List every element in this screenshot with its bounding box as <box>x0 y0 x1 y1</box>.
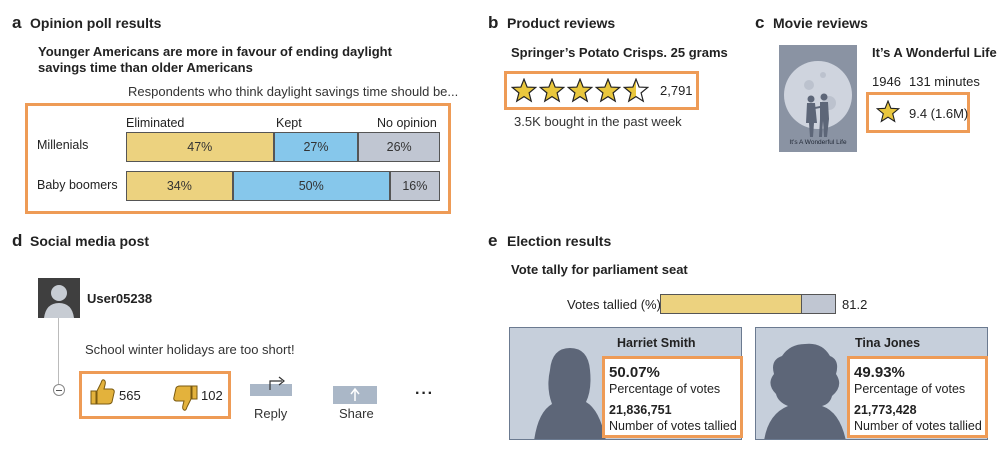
thread-line <box>58 318 59 384</box>
thumbs-up-icon[interactable] <box>88 377 116 412</box>
candidate-name: Tina Jones <box>845 328 987 358</box>
col-header-no-opinion: No opinion <box>377 116 437 130</box>
panel-b-letter: b <box>488 13 499 32</box>
poll-bar-millenials: 47% 27% 26% <box>126 132 440 162</box>
candidate-highlight-box <box>847 356 988 438</box>
candidate-votes: 21,836,751 <box>609 403 672 417</box>
col-header-kept: Kept <box>276 116 302 130</box>
avatar-icon[interactable] <box>38 278 80 318</box>
rating-highlight-box <box>504 71 699 110</box>
panel-a-title: Opinion poll results <box>30 15 162 31</box>
panel-b-title: Product reviews <box>507 15 616 31</box>
candidate-votes: 21,773,428 <box>854 403 917 417</box>
candidate-name: Harriet Smith <box>607 328 741 358</box>
tallied-value: 81.2 <box>842 297 868 312</box>
star-icon <box>876 100 900 123</box>
star-full-icon <box>566 77 594 108</box>
collapse-icon[interactable] <box>53 384 65 396</box>
post-text: School winter holidays are too short! <box>85 342 295 357</box>
votes-label: Number of votes tallied <box>609 419 737 433</box>
panel-a-letter: a <box>12 13 22 32</box>
panel-e-letter: e <box>488 231 498 250</box>
seg-no-opinion: 16% <box>389 171 440 201</box>
reactions-highlight-box <box>79 371 231 419</box>
poll-highlight-box <box>25 103 451 214</box>
seg-eliminated: 47% <box>126 132 274 162</box>
election-headline: Vote tally for parliament seat <box>511 262 688 277</box>
dislike-count: 102 <box>201 388 223 403</box>
bought-text: 3.5K bought in the past week <box>514 114 682 129</box>
seg-kept: 50% <box>232 171 390 201</box>
share-icon <box>333 384 377 404</box>
row-label-baby-boomers: Baby boomers <box>37 178 118 192</box>
like-count: 565 <box>119 388 141 403</box>
candidate-percent: 50.07% <box>609 364 660 381</box>
star-rating <box>510 77 651 104</box>
row-label-millenials: Millenials <box>37 138 89 152</box>
product-name: Springer’s Potato Crisps. 25 grams <box>511 45 728 60</box>
candidate-highlight-box <box>602 356 743 438</box>
movie-poster: It’s A Wonderful Life <box>779 45 857 152</box>
panel-d-title: Social media post <box>30 233 150 249</box>
share-button[interactable]: Share <box>333 384 377 424</box>
votes-label: Number of votes tallied <box>854 419 982 433</box>
seg-no-opinion: 26% <box>358 132 440 162</box>
poll-bar-baby-boomers: 34% 50% 16% <box>126 171 440 201</box>
star-full-icon <box>510 77 538 108</box>
poll-subtitle: Respondents who think daylight savings t… <box>128 84 459 99</box>
percent-label: Percentage of votes <box>609 382 721 396</box>
candidate-percent: 49.93% <box>854 364 905 381</box>
movie-year: 1946 <box>872 74 901 89</box>
username[interactable]: User05238 <box>87 291 153 306</box>
star-full-icon <box>538 77 566 108</box>
moon-icon <box>779 45 857 152</box>
reply-button[interactable]: Reply <box>250 376 292 422</box>
thumbs-down-icon[interactable] <box>172 383 200 418</box>
tally-bar <box>660 294 836 314</box>
star-full-icon <box>594 77 622 108</box>
tally-bar-fill <box>661 295 803 313</box>
poster-caption: It’s A Wonderful Life <box>789 139 847 146</box>
col-header-eliminated: Eliminated <box>126 116 185 130</box>
panel-c-letter: c <box>755 13 765 32</box>
movie-runtime: 131 minutes <box>909 74 980 89</box>
reply-icon <box>250 376 292 396</box>
review-count: 2,791 <box>660 83 693 98</box>
seg-eliminated: 34% <box>126 171 233 201</box>
poll-headline: Younger Americans are more in favour of … <box>38 44 392 75</box>
percent-label: Percentage of votes <box>854 382 966 396</box>
panel-c-title: Movie reviews <box>773 15 868 31</box>
movie-title: It’s A Wonderful Life <box>872 45 997 60</box>
seg-kept: 27% <box>273 132 359 162</box>
movie-rating-box <box>866 92 970 133</box>
share-label: Share <box>339 406 374 421</box>
panel-d-letter: d <box>12 231 23 250</box>
panel-e-title: Election results <box>507 233 612 249</box>
candidate-silhouette-icon <box>534 348 606 439</box>
star-half-icon <box>622 77 650 108</box>
movie-rating: 9.4 (1.6M) <box>909 106 969 121</box>
more-options[interactable]: ··· <box>415 385 434 402</box>
reply-label: Reply <box>254 406 288 421</box>
tallied-label: Votes tallied (%) <box>567 297 661 312</box>
candidate-silhouette-icon <box>764 343 846 439</box>
couple-silhouette-icon <box>806 93 829 137</box>
